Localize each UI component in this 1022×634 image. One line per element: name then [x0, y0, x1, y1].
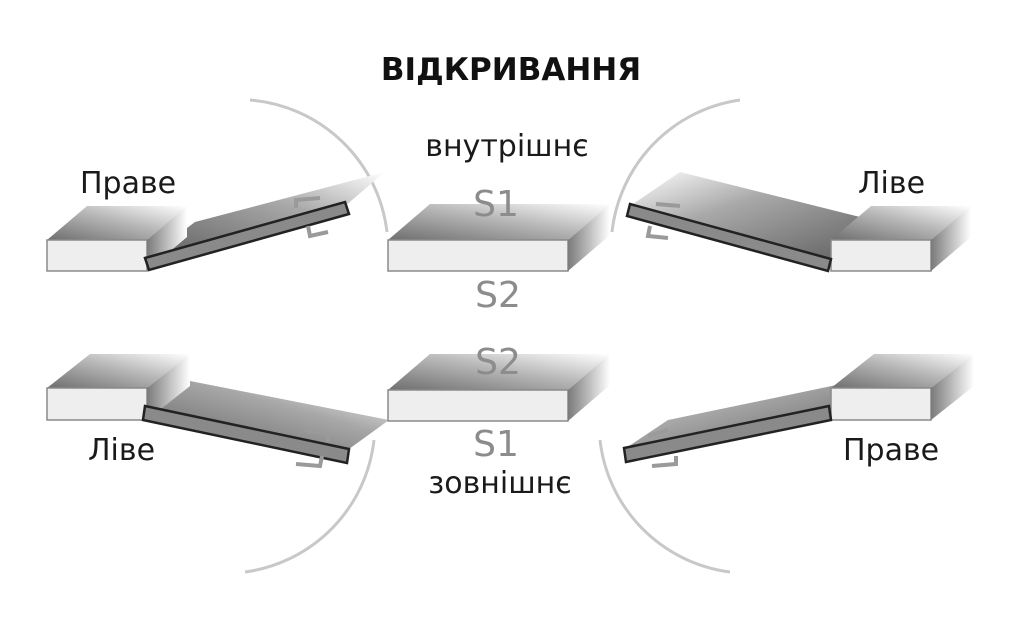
inward-left-door-assembly	[610, 98, 971, 273]
door-leaf	[625, 202, 833, 273]
frame-top-face	[831, 354, 974, 388]
door-leaf	[141, 404, 351, 465]
door-leaf	[622, 404, 833, 464]
frame-top-face	[388, 204, 610, 240]
frame-top-face	[47, 206, 187, 240]
hinge-icon	[295, 428, 330, 469]
outward-label: зовнішнє	[428, 466, 571, 501]
inward-left-door-label: Праве	[80, 166, 176, 201]
outward-left-door-assembly	[46, 354, 389, 574]
frame-front-face	[387, 389, 569, 422]
inward-side-bottom: S2	[475, 275, 521, 316]
outward-center-frame	[387, 354, 610, 422]
outward-right-door-assembly	[598, 354, 974, 574]
frame-top-face	[831, 206, 971, 240]
frame-side-face	[931, 206, 971, 271]
frame-side-face	[568, 204, 610, 271]
swing-arc	[610, 98, 741, 233]
inward-right-door-assembly	[46, 98, 389, 272]
door-leaf-shadow	[147, 172, 385, 258]
frame-front-face	[830, 239, 932, 272]
swing-arc	[598, 439, 731, 574]
frame-side-face	[147, 354, 190, 420]
door-leaf	[143, 200, 351, 272]
frame-side-face	[931, 354, 974, 420]
inward-right-door-label: Ліве	[858, 166, 925, 201]
frame-top-face	[388, 354, 610, 390]
outward-right-door-label: Праве	[843, 433, 939, 468]
frame-top-face	[47, 354, 190, 388]
frame-front-face	[387, 239, 569, 272]
swing-arc	[244, 439, 376, 574]
hinge-icon	[294, 196, 329, 239]
inward-side-top: S1	[473, 184, 519, 225]
inward-center-frame	[387, 204, 610, 272]
frame-front-face	[46, 239, 148, 272]
door-leaf-shadow	[630, 172, 880, 258]
hinge-icon	[647, 428, 678, 468]
outward-side-top: S2	[475, 342, 521, 383]
swing-arc	[249, 98, 389, 233]
frame-front-face	[830, 387, 932, 421]
door-leaf-shadow	[626, 378, 870, 448]
door-leaf-shadow	[145, 380, 389, 449]
outward-side-bottom: S1	[473, 424, 519, 465]
frame-front-face	[46, 387, 148, 421]
frame-side-face	[568, 354, 610, 421]
hinge-icon	[645, 202, 681, 240]
inward-label: внутрішнє	[425, 129, 588, 164]
outward-left-door-label: Ліве	[88, 433, 155, 468]
diagram-title: ВІДКРИВАННЯ	[381, 52, 641, 88]
